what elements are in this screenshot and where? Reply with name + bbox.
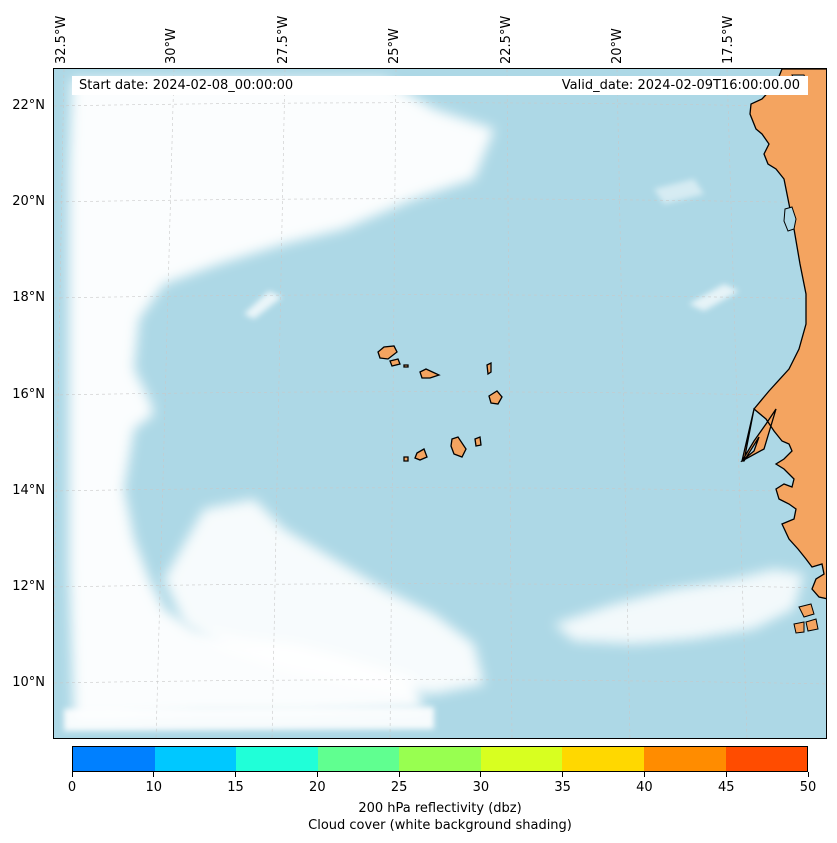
colorbar-tick	[71, 772, 73, 777]
lat-label-22n: 22°N	[12, 98, 45, 113]
colorbar-tick-label: 15	[227, 780, 244, 795]
colorbar-tick-label: 40	[636, 780, 653, 795]
cloud-streak-northeast	[689, 284, 739, 311]
island-boa-vista	[488, 390, 503, 405]
cape-verde-islands	[377, 345, 503, 462]
cloud-streak-mid	[244, 291, 282, 319]
colorbar-tick-label: 25	[390, 780, 408, 795]
colorbar	[72, 746, 808, 772]
colorbar-segment-6	[562, 747, 644, 771]
lat-label-10n: 10°N	[12, 675, 45, 690]
island-sao-nicolau	[419, 368, 441, 379]
colorbar-segment-7	[643, 747, 726, 771]
cloud-streak-top	[654, 179, 704, 204]
lat-label-18n: 18°N	[12, 290, 45, 305]
start-date-label: Start date: 2024-02-08_00:00:00	[72, 76, 379, 95]
valid-date-label: Valid_date: 2024-02-09T16:00:00.00	[372, 76, 808, 95]
graticule	[54, 69, 826, 738]
lon-label-30w: 30°W	[164, 28, 179, 64]
colorbar-label-reflectivity: 200 hPa reflectivity (dbz)	[358, 801, 522, 816]
colorbar-tick	[316, 772, 318, 777]
colorbar-segment-0	[73, 747, 155, 771]
lat-label-14n: 14°N	[12, 483, 45, 498]
island-sal	[486, 361, 492, 376]
coast-island-1	[798, 603, 815, 618]
colorbar-segment-4	[399, 747, 481, 771]
island-sao-vicente	[389, 358, 401, 367]
lat-label-12n: 12°N	[12, 579, 45, 594]
colorbar-tick-label: 45	[717, 780, 735, 795]
colorbar-tick-label: 0	[67, 780, 77, 795]
colorbar-segment-2	[236, 747, 318, 771]
colorbar-label-cloud-cover: Cloud cover (white background shading)	[308, 818, 572, 833]
island-santiago	[450, 436, 467, 458]
cloud-band-south	[164, 499, 484, 694]
island-maio	[474, 436, 482, 447]
cloud-patch-southeast	[554, 569, 804, 644]
island-santa-luzia	[403, 364, 409, 368]
lat-label-20n: 20°N	[12, 194, 45, 209]
colorbar-tick	[643, 772, 645, 777]
colorbar-tick-label: 30	[472, 780, 490, 795]
colorbar-tick	[807, 772, 809, 777]
colorbar-tick	[562, 772, 564, 777]
colorbar-tick-label: 35	[554, 780, 571, 795]
coast-island-2	[805, 618, 819, 632]
lon-label-17-5w: 17.5°W	[721, 15, 736, 64]
lon-label-25w: 25°W	[387, 28, 402, 64]
cloud-band-bottom	[64, 707, 434, 731]
coast-inlet-dakhla	[783, 206, 797, 232]
island-santo-antao	[377, 345, 398, 360]
colorbar-tick-label: 50	[799, 780, 817, 795]
lon-label-32-5w: 32.5°W	[54, 15, 69, 64]
colorbar-tick	[153, 772, 155, 777]
colorbar-tick-label: 10	[145, 780, 163, 795]
lat-label-16n: 16°N	[12, 387, 45, 402]
cloud-band-northwest	[69, 79, 494, 719]
colorbar-tick	[480, 772, 482, 777]
coast-island-3	[793, 621, 805, 634]
lon-label-20w: 20°W	[610, 28, 625, 64]
lon-label-27-5w: 27.5°W	[276, 15, 291, 64]
island-fogo	[414, 448, 428, 461]
colorbar-segment-8	[725, 747, 808, 771]
colorbar-tick-label: 20	[309, 780, 326, 795]
map-panel	[53, 68, 827, 739]
colorbar-tick	[398, 772, 400, 777]
colorbar-segment-5	[480, 747, 563, 771]
island-brava	[403, 456, 409, 462]
colorbar-tick	[235, 772, 237, 777]
colorbar-tick	[725, 772, 727, 777]
colorbar-segment-3	[317, 747, 400, 771]
lon-label-22-5w: 22.5°W	[499, 15, 514, 64]
map-canvas	[54, 69, 826, 738]
african-coast	[740, 69, 826, 600]
colorbar-segment-1	[154, 747, 237, 771]
